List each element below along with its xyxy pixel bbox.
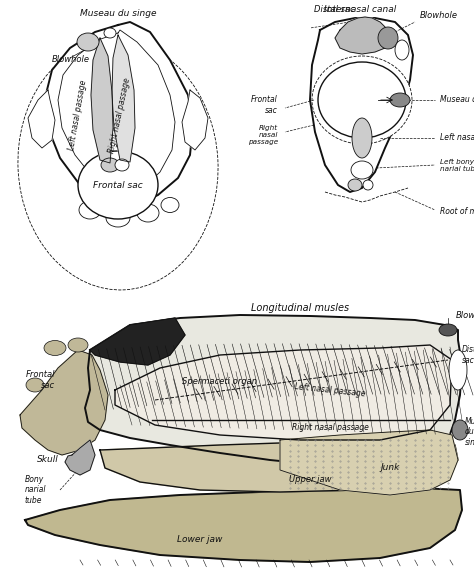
Text: Frontal sac: Frontal sac xyxy=(93,182,143,190)
Text: Lower jaw: Lower jaw xyxy=(177,536,223,544)
Text: Distal
sac: Distal sac xyxy=(462,345,474,364)
Text: Museau
du
singe: Museau du singe xyxy=(465,417,474,447)
Polygon shape xyxy=(115,345,452,440)
Ellipse shape xyxy=(79,201,101,219)
Ellipse shape xyxy=(378,27,398,49)
Polygon shape xyxy=(310,18,413,192)
Ellipse shape xyxy=(363,180,373,190)
Text: Left nasal passage: Left nasal passage xyxy=(67,79,89,151)
Text: Left nasal passage: Left nasal passage xyxy=(294,382,366,398)
Text: Skull: Skull xyxy=(37,455,59,465)
Polygon shape xyxy=(280,430,458,495)
Polygon shape xyxy=(112,35,135,162)
Ellipse shape xyxy=(18,40,218,290)
Ellipse shape xyxy=(390,93,410,107)
Ellipse shape xyxy=(395,40,409,60)
Text: Internasal canal: Internasal canal xyxy=(324,5,396,15)
Polygon shape xyxy=(65,440,95,475)
Ellipse shape xyxy=(106,209,130,227)
Text: Right
nasal
passage: Right nasal passage xyxy=(248,125,278,145)
Text: Museau du singe: Museau du singe xyxy=(80,9,156,19)
Text: Distal sac: Distal sac xyxy=(314,5,355,15)
Text: Museau du singe: Museau du singe xyxy=(440,96,474,104)
Polygon shape xyxy=(25,488,462,562)
Text: Left bony
narial tube: Left bony narial tube xyxy=(440,158,474,172)
Text: Longitudinal musles: Longitudinal musles xyxy=(251,303,349,313)
Text: Spermaceti organ: Spermaceti organ xyxy=(182,377,257,387)
Text: Frontal
sac: Frontal sac xyxy=(251,96,278,115)
Ellipse shape xyxy=(452,420,468,440)
Ellipse shape xyxy=(318,62,406,138)
Text: Blowhole: Blowhole xyxy=(420,11,458,19)
Ellipse shape xyxy=(77,33,99,51)
Polygon shape xyxy=(335,17,390,54)
Text: Frontal
sac: Frontal sac xyxy=(26,370,55,390)
Ellipse shape xyxy=(348,179,362,191)
Text: Blowhole: Blowhole xyxy=(456,311,474,319)
Ellipse shape xyxy=(115,159,129,171)
Polygon shape xyxy=(91,38,113,163)
Text: Junk: Junk xyxy=(380,464,400,472)
Ellipse shape xyxy=(104,28,116,38)
Ellipse shape xyxy=(78,151,158,219)
Ellipse shape xyxy=(68,338,88,352)
Text: Upper jaw: Upper jaw xyxy=(289,475,331,485)
Ellipse shape xyxy=(439,324,457,336)
Text: Right nasal passage: Right nasal passage xyxy=(292,424,368,432)
Text: Right nasal passage: Right nasal passage xyxy=(108,76,132,154)
Ellipse shape xyxy=(101,158,119,172)
Polygon shape xyxy=(182,90,208,150)
Ellipse shape xyxy=(351,161,373,179)
Text: Left nasal passage: Left nasal passage xyxy=(440,134,474,142)
Polygon shape xyxy=(20,350,108,455)
Polygon shape xyxy=(45,22,193,208)
Ellipse shape xyxy=(26,378,44,392)
Text: Bony
narial
tube: Bony narial tube xyxy=(25,475,46,505)
Polygon shape xyxy=(100,438,458,492)
Ellipse shape xyxy=(312,56,412,144)
Ellipse shape xyxy=(352,118,372,158)
Ellipse shape xyxy=(44,340,66,356)
Ellipse shape xyxy=(449,350,467,390)
Polygon shape xyxy=(90,318,185,365)
Polygon shape xyxy=(85,315,462,466)
Text: Root of mouth: Root of mouth xyxy=(440,207,474,216)
Ellipse shape xyxy=(161,197,179,213)
Text: Blowhole: Blowhole xyxy=(52,56,90,64)
Polygon shape xyxy=(28,90,55,148)
Ellipse shape xyxy=(137,204,159,222)
